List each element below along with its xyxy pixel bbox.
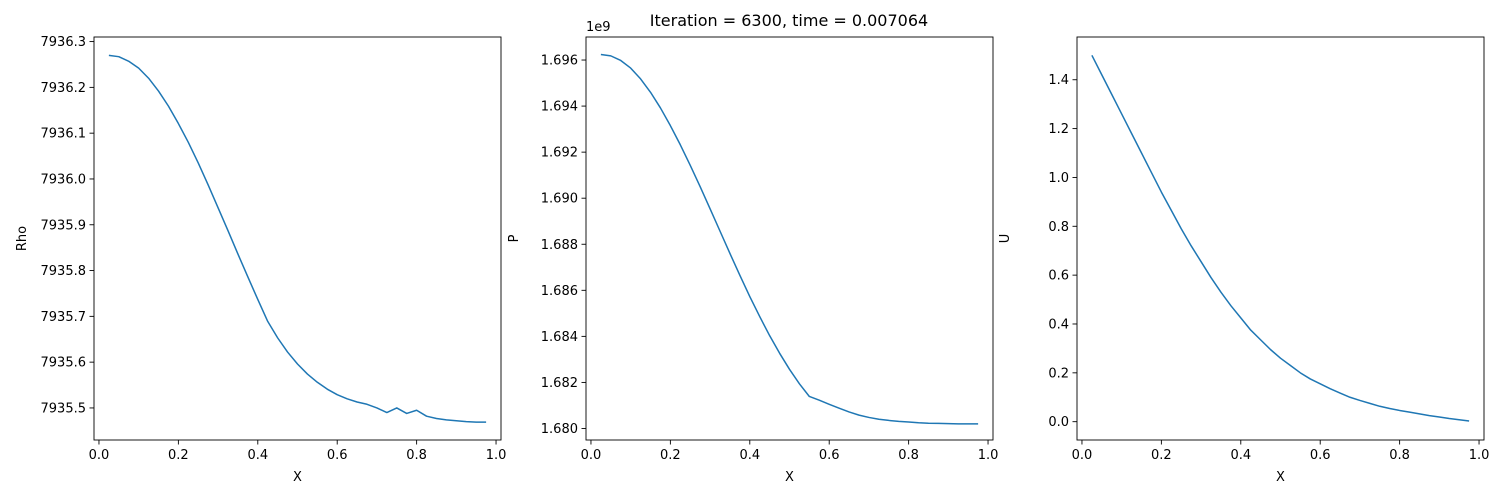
- p-y-tick-label: 1.686: [541, 284, 578, 299]
- rho-y-tick-label: 7935.8: [41, 264, 87, 279]
- rho-axes-frame: [93, 36, 502, 441]
- rho-x-tick-label: 0.0: [89, 448, 110, 463]
- u-x-tick-label: 0.6: [1310, 448, 1331, 463]
- u-x-tick-label: 0.4: [1230, 448, 1251, 463]
- u-series-line: [1091, 54, 1470, 422]
- u-y-tick-label: 0.4: [1048, 317, 1069, 332]
- u-x-tick-label: 1.0: [1469, 448, 1490, 463]
- rho-x-tick-label: 0.4: [247, 448, 268, 463]
- p-y-tick-label: 1.692: [541, 146, 578, 161]
- rho-y-tick-label: 7935.5: [41, 401, 87, 416]
- p-series-line: [600, 53, 979, 425]
- p-x-tick-label: 0.0: [581, 448, 602, 463]
- rho-y-axis-label: Rho: [15, 226, 30, 251]
- rho-y-tick-label: 7935.9: [41, 218, 87, 233]
- rho-y-tick-label: 7936.0: [41, 172, 87, 187]
- p-x-tick-label: 1.0: [978, 448, 999, 463]
- p-y-tick-label: 1.694: [541, 100, 578, 115]
- u-y-tick-label: 0.0: [1048, 415, 1069, 430]
- rho-y-tick-label: 7936.2: [41, 81, 87, 96]
- rho-y-tick-label: 7935.7: [41, 310, 87, 325]
- u-x-tick-label: 0.8: [1389, 448, 1410, 463]
- p-x-tick-label: 0.4: [739, 448, 760, 463]
- p-y-tick-label: 1.682: [541, 376, 578, 391]
- rho-x-tick-label: 0.6: [327, 448, 348, 463]
- p-y-tick-label: 1.688: [541, 238, 578, 253]
- chart-rho: 0.0 0.2 0.4 0.6 0.8 1.0 7935.5 7935.6 7935.7 7935…: [15, 35, 506, 485]
- rho-x-tick-label: 0.8: [406, 448, 427, 463]
- chart-u: 0.0 0.2 0.4 0.6 0.8 1.0 0.0 0.2 0.4 0.6 0.8 1.0 1.2 1…: [998, 36, 1490, 485]
- u-y-tick-label: 0.6: [1048, 269, 1069, 284]
- p-y-axis-label: P: [507, 234, 522, 242]
- rho-x-axis-label: X: [293, 470, 302, 485]
- p-x-tick-label: 0.6: [819, 448, 840, 463]
- p-axes-frame: [585, 36, 994, 441]
- p-y-tick-label: 1.684: [541, 330, 578, 345]
- p-y-tick-label: 1.690: [541, 192, 578, 207]
- u-y-tick-label: 1.0: [1048, 171, 1069, 186]
- u-x-tick-label: 0.2: [1151, 448, 1172, 463]
- p-x-tick-label: 0.2: [660, 448, 681, 463]
- p-offset-label: 1e9: [586, 20, 611, 35]
- u-y-tick-label: 0.2: [1048, 366, 1069, 381]
- chart-p: 0.0 0.2 0.4 0.6 0.8 1.0 1.680 1.682 1.684 1.686 1.…: [507, 20, 998, 485]
- u-y-axis-label: U: [998, 234, 1013, 244]
- u-y-tick-label: 0.8: [1048, 220, 1069, 235]
- u-x-tick-label: 0.0: [1072, 448, 1093, 463]
- rho-y-tick-label: 7936.3: [41, 35, 87, 50]
- p-y-tick-label: 1.680: [541, 422, 578, 437]
- rho-x-tick-label: 1.0: [486, 448, 507, 463]
- rho-y-tick-label: 7935.6: [41, 356, 87, 371]
- p-y-tick-label: 1.696: [541, 54, 578, 69]
- u-y-tick-label: 1.2: [1048, 122, 1069, 137]
- u-x-axis-label: X: [1276, 470, 1285, 485]
- u-y-tick-label: 1.4: [1048, 73, 1069, 88]
- p-x-tick-label: 0.8: [898, 448, 919, 463]
- rho-y-tick-label: 7936.1: [41, 127, 87, 142]
- rho-x-tick-label: 0.2: [168, 448, 189, 463]
- u-axes-frame: [1076, 36, 1485, 441]
- p-x-axis-label: X: [785, 470, 794, 485]
- rho-series-line: [108, 54, 487, 423]
- figure-title: Iteration = 6300, time = 0.007064: [649, 11, 929, 30]
